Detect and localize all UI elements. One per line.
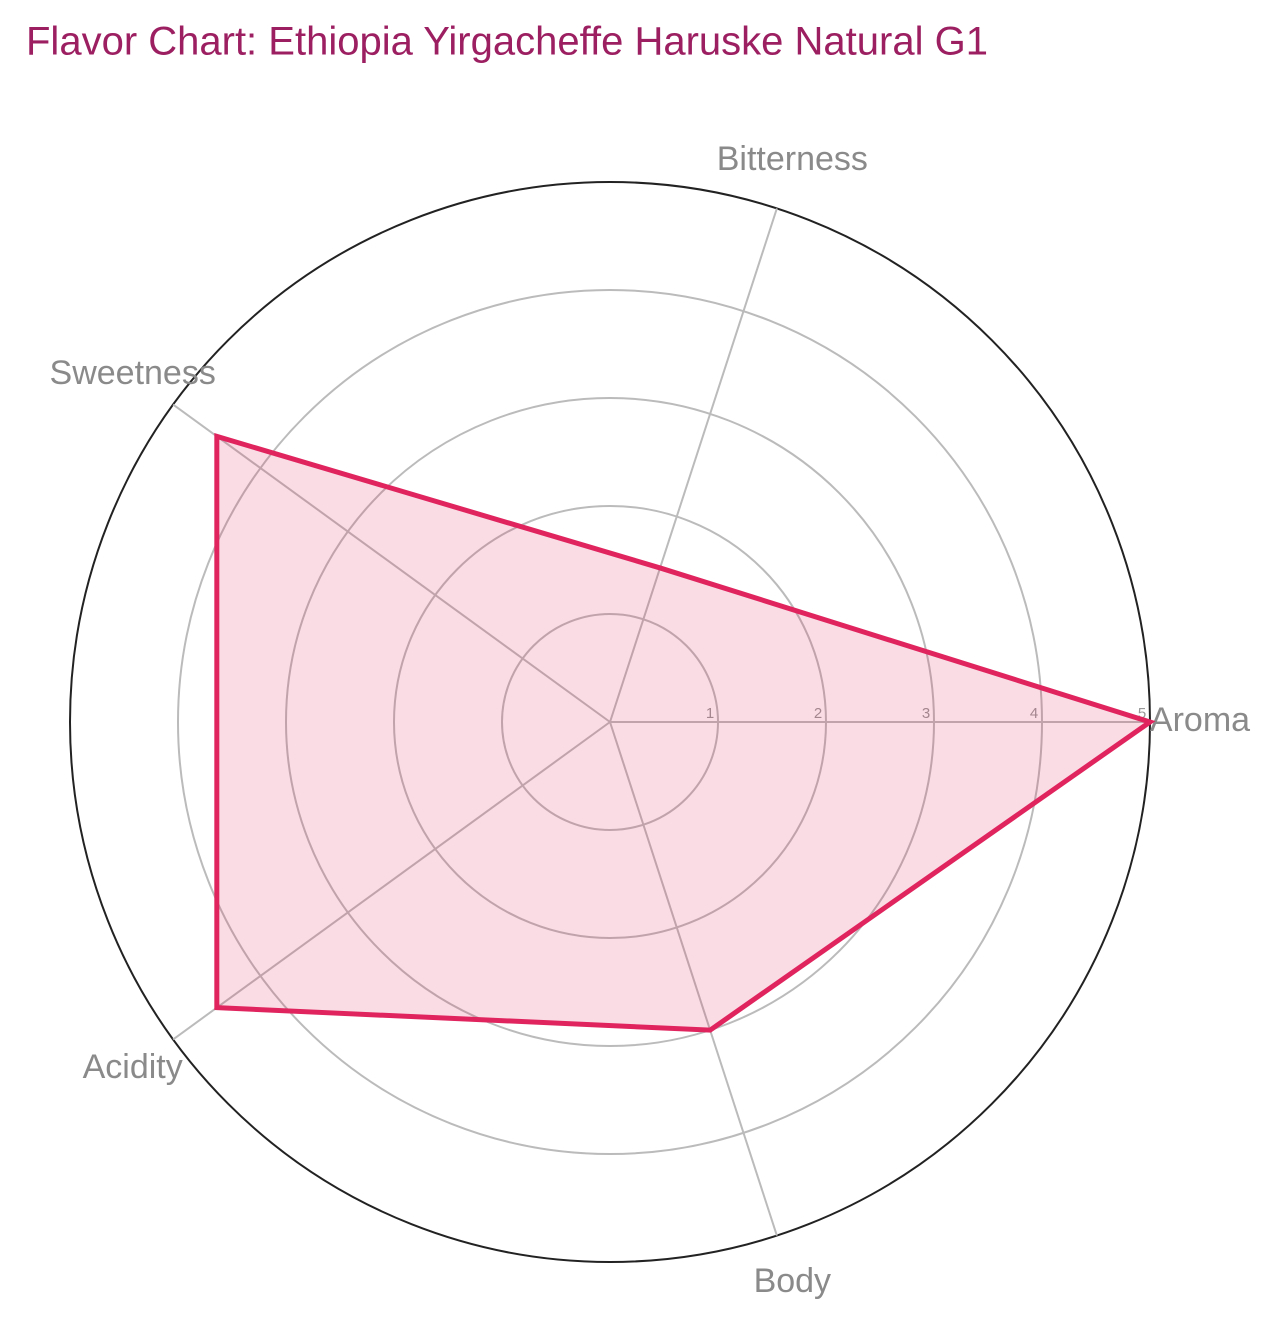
spoke <box>172 403 611 723</box>
r-tick-label: 3 <box>922 705 930 722</box>
spoke <box>609 208 778 723</box>
chart-title: Flavor Chart: Ethiopia Yirgacheffe Harus… <box>26 20 988 64</box>
axis-label: Sweetness <box>50 354 216 392</box>
axis-label: Acidity <box>83 1048 183 1086</box>
r-tick-label: 1 <box>706 705 714 722</box>
r-tick-label: 5 <box>1138 705 1146 722</box>
axis-label: Aroma <box>1150 701 1250 739</box>
r-tick-label: 4 <box>1030 705 1038 722</box>
spoke <box>172 721 611 1041</box>
axis-label: Bitterness <box>717 140 868 178</box>
r-tick-label: 2 <box>814 705 822 722</box>
spoke <box>609 721 778 1236</box>
axis-label: Body <box>754 1262 832 1300</box>
radar-area <box>214 432 1156 1033</box>
